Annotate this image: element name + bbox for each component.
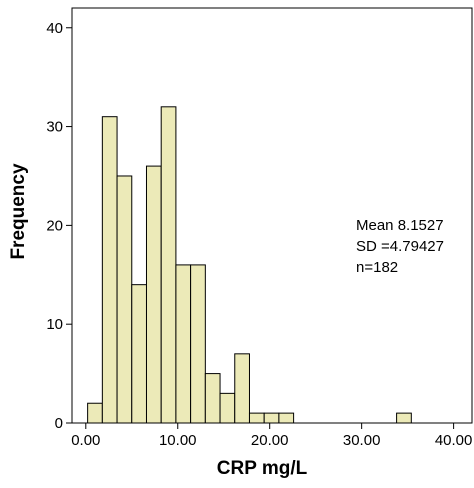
x-axis-title: CRP mg/L bbox=[217, 458, 308, 479]
stats-n: n=182 bbox=[356, 259, 398, 276]
plot-frame bbox=[71, 7, 473, 424]
histogram-bar bbox=[248, 412, 265, 424]
x-tick-label: 0.00 bbox=[71, 432, 100, 449]
histogram-bar bbox=[219, 392, 236, 424]
x-tick-label: 20.00 bbox=[251, 432, 289, 449]
y-tick-label: 20 bbox=[46, 217, 63, 234]
histogram-bar bbox=[131, 284, 147, 424]
x-axis-ticks: 0.00 10.00 20.00 30.00 40.00 bbox=[71, 423, 472, 449]
histogram-bar bbox=[204, 373, 221, 424]
histogram-bar bbox=[263, 412, 280, 424]
histogram-bar bbox=[145, 165, 162, 424]
histogram-bar bbox=[87, 402, 103, 424]
histogram-bar bbox=[101, 116, 118, 424]
histogram-bars bbox=[87, 106, 412, 424]
stats-sd: SD =4.79427 bbox=[356, 238, 444, 255]
histogram-bar bbox=[278, 412, 295, 424]
y-tick-label: 30 bbox=[46, 119, 63, 136]
histogram-bar bbox=[160, 106, 177, 424]
x-tick-label: 10.00 bbox=[159, 432, 197, 449]
histogram-bar bbox=[175, 264, 192, 424]
y-tick-label: 40 bbox=[46, 20, 63, 37]
y-tick-label: 10 bbox=[46, 316, 63, 333]
histogram-bar bbox=[116, 175, 133, 424]
stats-mean: Mean 8.1527 bbox=[356, 217, 444, 234]
histogram-bar bbox=[234, 353, 250, 424]
y-tick-label: 0 bbox=[55, 415, 63, 432]
histogram-bar bbox=[396, 412, 412, 424]
y-axis-ticks: 0 10 20 30 40 bbox=[46, 20, 72, 432]
y-axis-title: Frequency bbox=[8, 163, 29, 260]
x-tick-label: 30.00 bbox=[343, 432, 381, 449]
x-tick-label: 40.00 bbox=[435, 432, 473, 449]
histogram-bar bbox=[190, 264, 206, 424]
